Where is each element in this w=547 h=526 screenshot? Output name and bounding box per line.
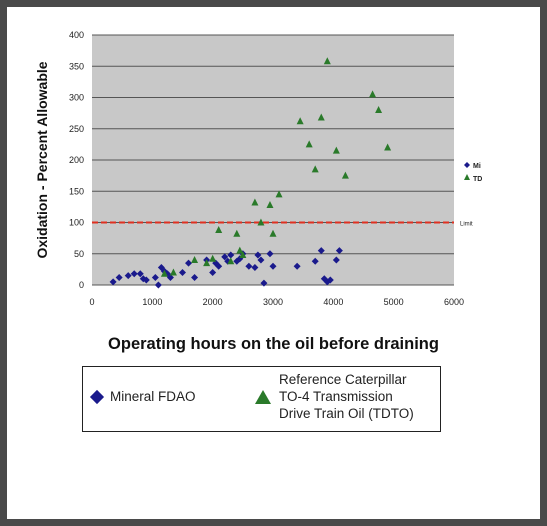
y-tick-label: 400 [69,30,84,40]
data-point-tdto [233,229,241,237]
data-point-mineral [115,274,123,281]
diamond-icon [89,389,105,404]
y-axis-label: Oxidation - Percent Allowable [34,61,50,258]
data-point-mineral [335,247,343,255]
limit-label: Limit [460,222,473,228]
data-point-tdto [239,251,247,258]
data-point-mineral [227,251,235,259]
x-tick-label: 5000 [384,297,404,307]
data-point-mineral [154,281,162,289]
y-tick-label: 200 [69,155,84,165]
data-point-mineral [215,262,223,270]
data-point-tdto [384,143,392,151]
data-point-mineral [221,253,229,261]
data-point-mineral [151,274,159,281]
data-point-mineral [293,262,301,270]
data-point-mineral [179,269,186,276]
data-point-tdto [332,146,340,154]
legend-tdto-line: TO-4 Transmission [279,389,393,404]
data-point-tdto [275,190,283,198]
y-tick-label: 100 [69,218,84,228]
x-tick-label: 3000 [263,297,283,307]
data-point-tdto [257,218,265,226]
x-tick-label: 1000 [142,297,162,307]
data-point-tdto [269,229,277,237]
data-point-mineral [311,257,319,265]
data-point-mineral [109,278,117,286]
data-point-mineral [130,270,138,278]
x-tick-label: 0 [89,297,94,307]
legend-label-mineral: Mineral FDAO [110,389,196,404]
legend-tdto-line: Drive Train Oil (TDTO) [279,406,414,421]
points-layer [109,57,392,289]
data-point-mineral [251,264,259,271]
data-point-tdto [251,198,259,206]
data-point-mineral [166,274,174,281]
y-tick-label: 50 [74,249,84,259]
data-point-tdto [191,256,199,263]
inner-legend-marker [464,174,470,180]
data-point-mineral [245,262,253,270]
data-point-tdto [311,165,319,173]
data-point-tdto [296,117,304,125]
inner-legend-label: TD [473,176,482,183]
legend-box: Mineral FDAO Reference Caterpillar TO-4 … [82,366,441,432]
inner-legend-label: Mi [473,163,481,170]
grid-layer [92,34,454,286]
data-point-tdto [266,201,274,208]
y-tick-label: 350 [69,61,84,71]
data-point-tdto [169,268,177,276]
triangle-icon [255,389,271,404]
data-point-tdto [369,90,377,98]
inner-legend-box [458,155,540,185]
y-tick-label: 300 [69,93,84,103]
data-point-mineral [254,251,262,259]
data-point-mineral [136,270,144,278]
legend-label-tdto: Reference Caterpillar TO-4 Transmission … [279,371,414,422]
x-tick-label: 4000 [323,297,343,307]
legend-item-tdto: Reference Caterpillar TO-4 Transmission … [255,371,414,422]
data-point-mineral [326,276,334,284]
data-point-tdto [341,171,349,179]
data-point-tdto [317,113,325,121]
data-point-mineral [209,269,217,276]
limit-layer: Limit [92,221,473,228]
x-tick-label: 2000 [203,297,223,307]
data-point-tdto [323,57,331,65]
data-point-mineral [317,247,325,255]
data-point-mineral [185,259,193,267]
data-point-tdto [375,106,383,113]
data-point-mineral [142,276,150,284]
y-tick-label: 0 [79,280,84,290]
y-tick-label: 150 [69,186,84,196]
data-point-mineral [257,256,265,264]
inner-legend-marker [464,162,470,168]
data-point-tdto [160,269,168,277]
data-point-mineral [191,274,199,281]
data-point-tdto [236,246,244,254]
data-point-mineral [332,256,340,264]
data-point-mineral [124,272,132,280]
legend-tdto-line: Reference Caterpillar [279,372,407,387]
data-point-mineral [260,279,268,287]
data-point-mineral [269,262,277,270]
data-point-mineral [266,250,274,258]
legend-item-mineral: Mineral FDAO [89,389,196,404]
x-axis-caption: Operating hours on the oil before draini… [108,335,439,353]
inner-legend: Mi TD [458,155,540,185]
data-point-tdto [209,254,217,262]
y-tick-label: 250 [69,124,84,134]
data-point-tdto [215,226,223,233]
chart-card: 0 50 100 150 200 250 300 350 400 0 1000 2000 3000 400… [7,7,540,519]
data-point-tdto [203,259,211,267]
data-point-tdto [305,140,313,148]
x-tick-label: 6000 [444,297,464,307]
data-point-tdto [227,257,235,265]
